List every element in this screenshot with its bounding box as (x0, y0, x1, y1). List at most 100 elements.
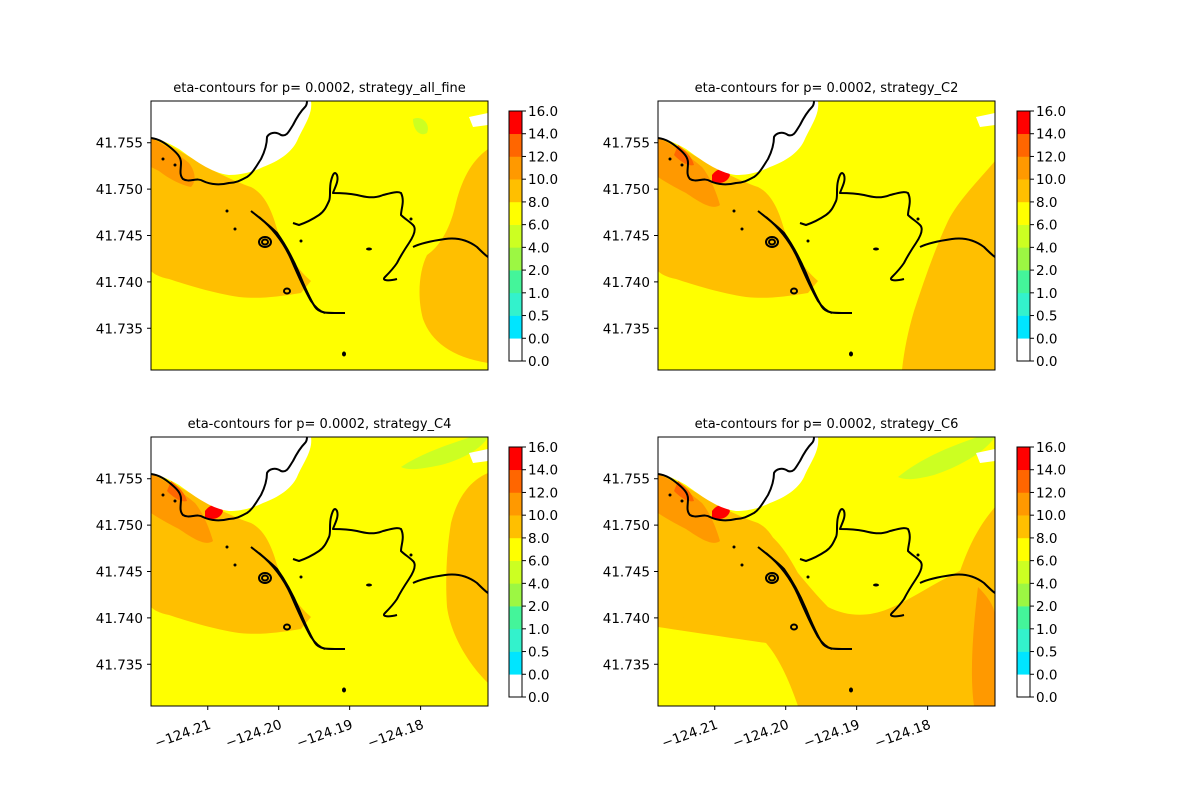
colorbar-band (509, 447, 522, 471)
jetty-contour (765, 216, 833, 314)
colorbar-tick-label: 6.0 (528, 218, 549, 234)
colorbar-tick-label: 0.5 (1036, 645, 1057, 661)
colorbar-band (1017, 338, 1030, 362)
y-tick-label: 41.740 (603, 611, 650, 627)
colorbar-band (509, 469, 522, 493)
eta-region-8-10 (419, 149, 488, 363)
colorbar-tick-label: 10.0 (528, 172, 558, 188)
rock-marker (409, 553, 413, 557)
colorbar-frame (508, 446, 523, 698)
colorbar-band (1017, 447, 1030, 471)
subplot-panel: eta-contours for p= 0.0002, strategy_C6 4… (603, 417, 996, 752)
eta-region-4-6 (413, 117, 428, 135)
island-contour (261, 574, 269, 582)
chart-title: eta-contours for p= 0.0002, strategy_C6 (695, 417, 959, 432)
rock-marker (173, 163, 177, 167)
plot-area (658, 101, 995, 370)
shoreline-contour (919, 237, 995, 258)
colorbar-tick-label: 1.0 (1036, 622, 1057, 638)
y-tick-label: 41.740 (96, 275, 143, 291)
colorbar-band (509, 270, 522, 294)
eta-region-8-10 (902, 161, 995, 370)
rock-marker (806, 239, 810, 243)
rock-marker (849, 351, 853, 357)
rock-marker (740, 227, 744, 231)
colorbar-band (509, 628, 522, 652)
colorbar-tick-label: 10.0 (1036, 508, 1066, 524)
eta-region-4-6 (898, 437, 995, 480)
colorbar-band (509, 606, 522, 630)
colorbar-band (509, 492, 522, 516)
colorbar-band (509, 292, 522, 316)
colorbar-tick-label: 8.0 (528, 195, 549, 211)
colorbar-band (509, 583, 522, 607)
colorbar-band (1017, 628, 1030, 652)
rock-marker (740, 563, 744, 567)
colorbar-band (1017, 179, 1030, 203)
colorbar-band (1017, 292, 1030, 316)
x-tick-label: −124.18 (872, 717, 933, 752)
y-tick-label: 41.735 (96, 321, 143, 337)
subplot-panel: eta-contours for p= 0.0002, strategy_C2 4… (603, 81, 996, 371)
harbour-contour (292, 172, 416, 282)
colorbar-tick-label: 0.5 (1036, 309, 1057, 325)
land-mask (151, 437, 312, 511)
colorbar-tick-label: 12.0 (528, 485, 558, 501)
harbour-contour (799, 508, 923, 618)
colorbar-band (509, 111, 522, 135)
rock-marker (366, 247, 372, 251)
colorbar-tick-label: 8.0 (1036, 195, 1057, 211)
colorbar-tick-label: 0.0 (528, 331, 549, 347)
colorbar-tick-label: 2.0 (528, 263, 549, 279)
colorbar-tick-label: 2.0 (528, 599, 549, 615)
colorbar-tick-label: 12.0 (1036, 149, 1066, 165)
x-tick-label: −124.19 (802, 717, 863, 752)
colorbar-band (509, 247, 522, 271)
shoreline-contour (412, 573, 488, 594)
x-tick-label: −124.21 (153, 717, 214, 752)
subplot-panel: eta-contours for p= 0.0002, strategy_all… (96, 81, 489, 371)
harbour-contour (292, 508, 416, 618)
rock-marker (849, 687, 853, 693)
y-tick-label: 41.750 (603, 518, 650, 534)
colorbar-band (1017, 133, 1030, 157)
colorbar-tick-label: 6.0 (528, 554, 549, 570)
y-tick-label: 41.755 (96, 136, 143, 152)
colorbar-tick-label: 0.5 (528, 309, 549, 325)
jetty-contour (258, 216, 326, 314)
chart-title: eta-contours for p= 0.0002, strategy_C4 (188, 417, 452, 432)
island-contour (765, 236, 779, 248)
colorbar-band (509, 651, 522, 675)
colorbar-tick-label: 4.0 (1036, 576, 1057, 592)
colorbar-tick-label: 10.0 (1036, 172, 1066, 188)
rock-marker (680, 499, 684, 503)
colorbar-band (1017, 315, 1030, 339)
shoreline-contour (412, 237, 488, 258)
y-tick-label: 41.755 (96, 472, 143, 488)
y-tick-label: 41.755 (603, 136, 650, 152)
colorbar-tick-label: 6.0 (1036, 554, 1057, 570)
colorbar-frame (1016, 446, 1031, 698)
colorbar-band (1017, 537, 1030, 561)
eta-region-10-12 (151, 474, 213, 543)
colorbar-tick-label: 2.0 (1036, 599, 1057, 615)
colorbar-tick-label: 4.0 (1036, 240, 1057, 256)
colorbar-tick-label: 1.0 (1036, 286, 1057, 302)
island-contour (283, 287, 291, 295)
x-tick-label: −124.21 (660, 717, 721, 752)
colorbar-band (1017, 201, 1030, 225)
colorbar-tick-label: 12.0 (528, 149, 558, 165)
rock-marker (299, 575, 303, 579)
y-tick-label: 41.755 (603, 472, 650, 488)
coastline (658, 101, 815, 186)
x-tick-label: −124.20 (731, 717, 792, 752)
colorbar-band (1017, 515, 1030, 539)
rock-marker (233, 563, 237, 567)
rock-marker (342, 351, 346, 357)
land-mask (976, 449, 995, 463)
colorbar-band (1017, 111, 1030, 135)
colorbar-band (509, 156, 522, 180)
shoreline-contour (919, 573, 995, 594)
rock-marker (668, 493, 672, 497)
